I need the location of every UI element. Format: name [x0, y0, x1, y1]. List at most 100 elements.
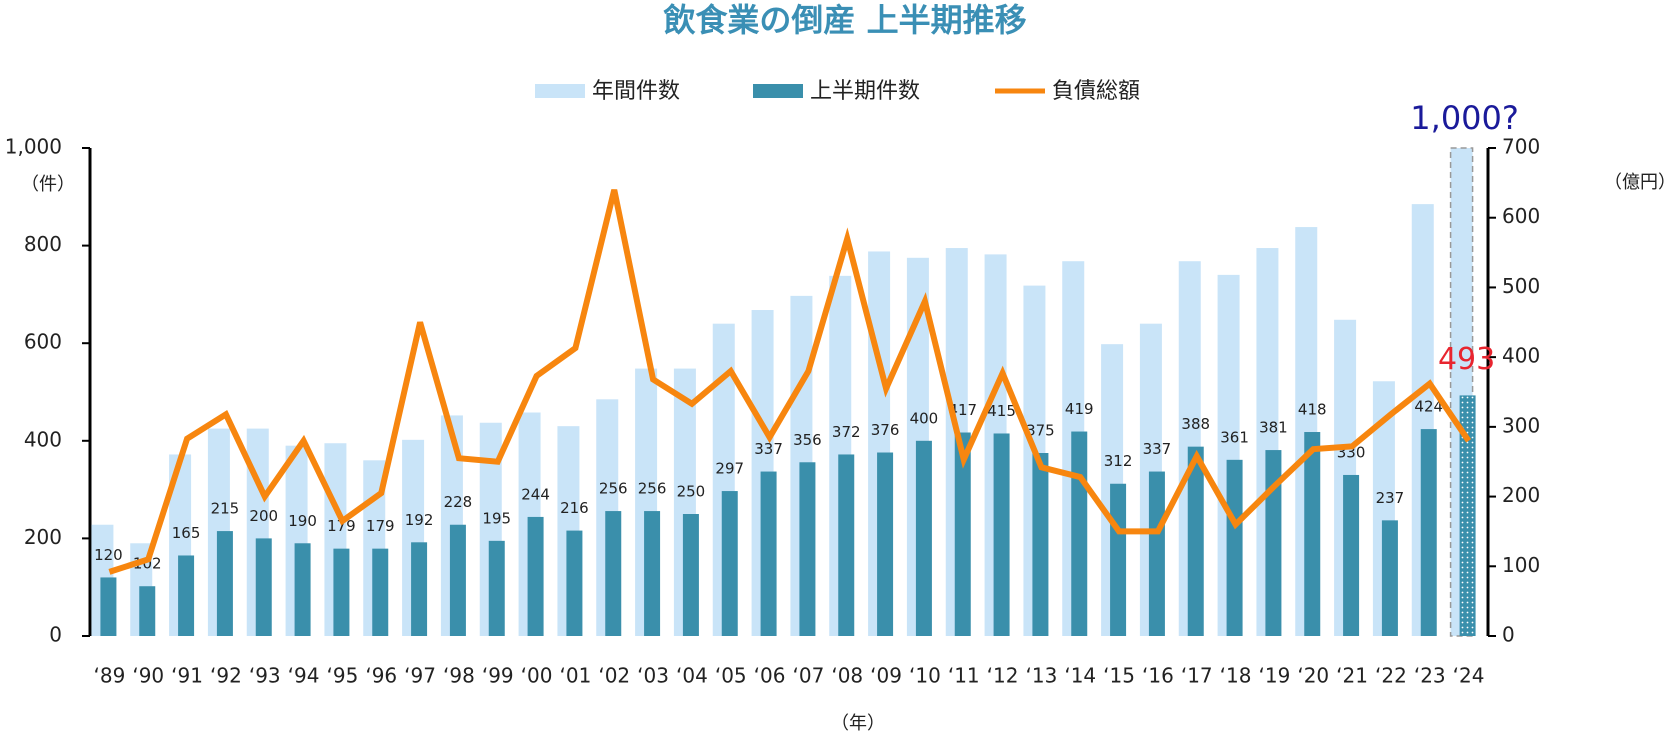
half-year-label: 244 — [521, 485, 550, 503]
y-tick-label: 200 — [24, 525, 62, 549]
half-year-bar — [799, 462, 816, 636]
half-year-bar — [644, 511, 661, 636]
half-year-label: 375 — [1026, 422, 1055, 440]
half-year-label: 361 — [1220, 428, 1249, 446]
x-tick-label: ‘11 — [948, 664, 980, 688]
half-year-bar — [178, 555, 195, 636]
debt-line — [108, 189, 1472, 575]
y2-tick-label: 700 — [1502, 135, 1540, 159]
x-tick-label: ‘03 — [637, 664, 669, 688]
half-year-label: 120 — [94, 546, 123, 564]
half-year-bar — [721, 491, 738, 636]
half-year-bar — [449, 524, 466, 636]
x-tick-label: ‘99 — [482, 664, 514, 688]
x-tick-label: ‘09 — [870, 664, 902, 688]
half-year-bar — [1187, 446, 1204, 636]
half-year-bar — [993, 433, 1010, 636]
legend-swatch — [535, 84, 585, 98]
x-tick-label: ‘91 — [171, 664, 203, 688]
half-year-bar — [954, 432, 971, 636]
x-tick-label: ‘02 — [598, 664, 630, 688]
x-tick-label: ‘05 — [715, 664, 747, 688]
half-year-bar — [566, 530, 583, 636]
x-tick-label: ‘89 — [94, 664, 126, 688]
half-year-label: 418 — [1298, 401, 1327, 419]
half-year-bar — [1381, 520, 1398, 636]
legend-label: 上半期件数 — [810, 79, 920, 104]
half-year-bar — [1304, 432, 1321, 636]
half-year-label: 165 — [172, 524, 201, 542]
half-year-bar — [527, 516, 544, 636]
x-tick-label: ‘14 — [1064, 664, 1096, 688]
half-year-label: 372 — [832, 423, 861, 441]
annual-label: 1,000? — [1410, 99, 1519, 137]
half-year-label: 250 — [677, 483, 706, 501]
half-year-bar — [682, 514, 699, 636]
legend-swatch — [753, 84, 803, 98]
half-year-label: 200 — [249, 507, 278, 525]
half-year-label: 400 — [910, 409, 939, 427]
chart-title: 飲食業の倒産 上半期推移 — [663, 1, 1026, 39]
half-year-bar — [411, 542, 428, 636]
half-year-label: 312 — [1104, 452, 1133, 470]
half-year-bar — [1265, 450, 1282, 636]
half-year-bar — [1226, 459, 1243, 636]
y-tick-label: 800 — [24, 232, 62, 256]
half-year-label: 190 — [288, 512, 317, 530]
y2-tick-label: 300 — [1502, 413, 1540, 437]
x-tick-label: ‘20 — [1297, 664, 1329, 688]
x-tick-label: ‘13 — [1026, 664, 1058, 688]
half-year-label: 376 — [871, 421, 900, 439]
x-tick-label: ‘96 — [365, 664, 397, 688]
x-tick-label: ‘12 — [987, 664, 1019, 688]
x-tick-label: ‘92 — [210, 664, 242, 688]
x-label: （年） — [831, 713, 885, 734]
x-tick-label: ‘00 — [521, 664, 553, 688]
half-year-bar — [1110, 483, 1127, 636]
half-year-label: 216 — [560, 499, 589, 517]
y2-tick-label: 500 — [1502, 274, 1540, 298]
half-year-bar — [1343, 474, 1360, 636]
x-tick-label: ‘15 — [1103, 664, 1135, 688]
half-year-bar — [100, 577, 117, 636]
y2-tick-label: 400 — [1502, 344, 1540, 368]
x-tick-label: ‘97 — [404, 664, 436, 688]
x-tick-label: ‘23 — [1414, 664, 1446, 688]
x-tick-label: ‘93 — [249, 664, 281, 688]
half-year-label: 297 — [715, 460, 744, 478]
half-year-bar — [488, 540, 505, 636]
y2-tick-label: 600 — [1502, 204, 1540, 228]
half-year-bar — [605, 511, 622, 636]
half-year-label: 179 — [327, 517, 356, 535]
half-year-bar — [216, 531, 233, 636]
half-year-label: 228 — [444, 493, 473, 511]
half-year-bar — [333, 548, 350, 636]
x-tick-label: ‘10 — [909, 664, 941, 688]
half-year-bar — [139, 586, 156, 636]
half-year-label: 493 — [1438, 342, 1495, 377]
y-tick-label: 400 — [24, 427, 62, 451]
y-tick-label: 600 — [24, 330, 62, 354]
half-year-label: 424 — [1414, 398, 1443, 416]
half-year-bar — [1071, 431, 1088, 636]
x-tick-label: ‘01 — [560, 664, 592, 688]
half-year-label: 179 — [366, 517, 395, 535]
half-year-label: 419 — [1065, 400, 1094, 418]
x-tick-label: ‘06 — [754, 664, 786, 688]
half-year-label: 237 — [1376, 489, 1405, 507]
half-year-bar — [877, 452, 894, 636]
half-year-label: 388 — [1181, 415, 1210, 433]
half-year-bar — [294, 543, 311, 636]
x-tick-label: ‘90 — [132, 664, 164, 688]
x-tick-label: ‘16 — [1142, 664, 1174, 688]
y2-tick-label: 200 — [1502, 483, 1540, 507]
x-tick-label: ‘18 — [1220, 664, 1252, 688]
half-year-bar — [1459, 395, 1476, 636]
y2-tick-label: 100 — [1502, 553, 1540, 577]
x-tick-label: ‘22 — [1375, 664, 1407, 688]
x-tick-label: ‘94 — [288, 664, 320, 688]
half-year-label: 256 — [599, 480, 628, 498]
half-year-label: 195 — [482, 509, 511, 527]
half-year-label: 215 — [211, 500, 240, 518]
